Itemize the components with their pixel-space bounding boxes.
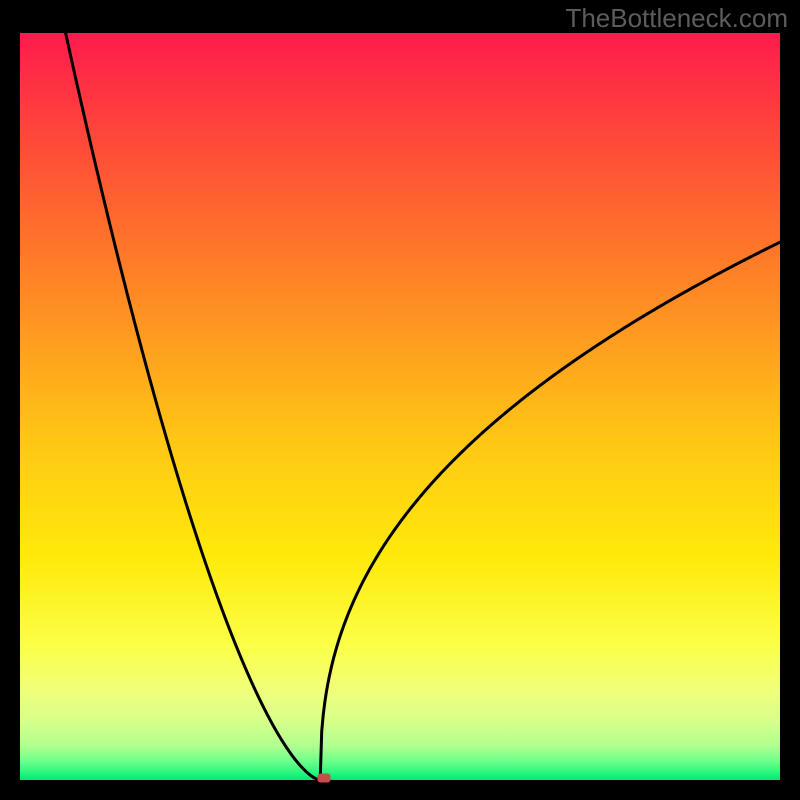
bottleneck-curve xyxy=(66,33,780,780)
chart-frame: TheBottleneck.com xyxy=(0,0,800,800)
plot-area xyxy=(20,33,780,780)
curve-svg xyxy=(20,33,780,780)
minimum-marker xyxy=(318,773,331,782)
watermark-text: TheBottleneck.com xyxy=(565,3,788,34)
